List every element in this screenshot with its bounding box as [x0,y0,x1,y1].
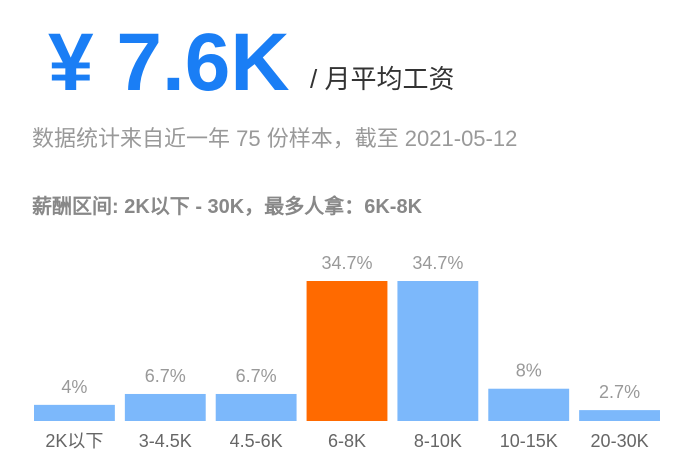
bar [215,393,297,421]
bar [397,281,479,421]
bar [306,281,388,421]
x-tick-label: 3-4.5K [139,431,192,451]
value-label: 6.7% [236,366,277,386]
value-label: 4% [61,377,87,397]
x-tick-label: 2K以下 [45,431,103,451]
bar [34,404,115,421]
bar [488,388,570,421]
headline-unit: / 月平均工资 [310,64,454,94]
value-label: 34.7% [321,253,372,273]
value-label: 8% [516,361,542,381]
subtitle: 数据统计来自近一年 75 份样本，截至 2021-05-12 [32,126,517,151]
chart-title: 薪酬区间: 2K以下 - 30K，最多人拿：6K-8K [32,194,423,218]
x-tick-label: 6-8K [328,431,366,451]
x-tick-label: 8-10K [414,431,462,451]
x-tick-label: 10-15K [500,431,558,451]
bar [579,410,660,421]
value-label: 6.7% [145,366,186,386]
x-tick-label: 20-30K [591,431,649,451]
value-label: 2.7% [599,382,640,402]
value-label: 34.7% [412,253,463,273]
headline: ¥ 7.6K [48,17,290,108]
bar [124,393,206,421]
x-tick-label: 4.5-6K [230,431,283,451]
